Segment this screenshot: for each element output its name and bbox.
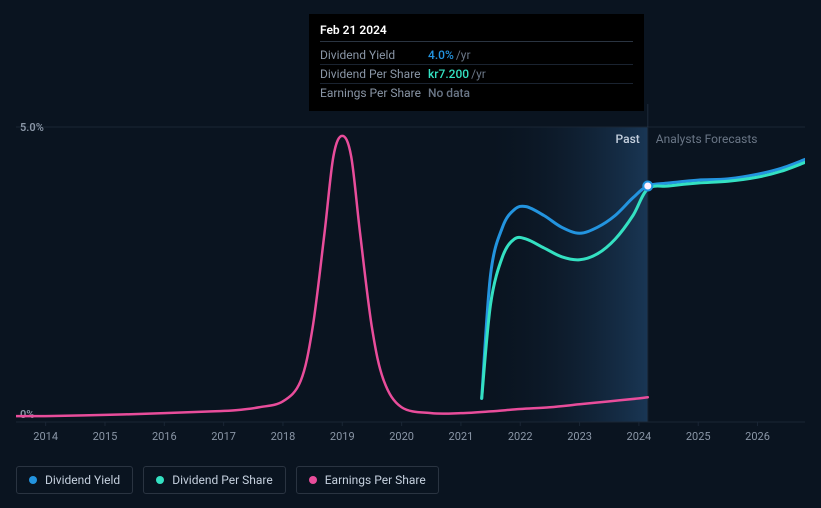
tooltip-row-label: Dividend Per Share <box>320 67 428 81</box>
tooltip-row: Earnings Per ShareNo data <box>320 84 633 102</box>
x-axis-label: 2020 <box>389 430 414 443</box>
x-axis-label: 2016 <box>152 430 177 443</box>
chart-legend: Dividend Yield Dividend Per Share Earnings… <box>16 466 439 494</box>
x-axis-label: 2018 <box>271 430 296 443</box>
y-axis-label: 0% <box>20 408 34 421</box>
tooltip-row-label: Earnings Per Share <box>320 86 428 100</box>
hover-point-icon <box>643 182 652 191</box>
legend-item-dividend-per-share[interactable]: Dividend Per Share <box>143 466 286 494</box>
x-axis-label: 2014 <box>33 430 58 443</box>
legend-item-earnings-per-share[interactable]: Earnings Per Share <box>296 466 439 494</box>
chart-tooltip: Feb 21 2024 Dividend Yield4.0% /yrDivide… <box>309 14 644 111</box>
tooltip-row-unit: /yr <box>471 67 486 81</box>
x-axis-label: 2023 <box>567 430 592 443</box>
past-region-label: Past <box>616 132 640 146</box>
legend-dot-icon <box>309 476 317 484</box>
tooltip-row-value: kr7.200 <box>428 67 469 81</box>
tooltip-row-label: Dividend Yield <box>320 48 428 62</box>
forecast-region-label: Analysts Forecasts <box>656 132 758 146</box>
legend-dot-icon <box>29 476 37 484</box>
x-axis-label: 2017 <box>211 430 236 443</box>
x-axis-label: 2015 <box>93 430 118 443</box>
legend-item-dividend-yield[interactable]: Dividend Yield <box>16 466 133 494</box>
legend-item-label: Dividend Per Share <box>172 473 273 487</box>
x-axis-label: 2024 <box>627 430 652 443</box>
tooltip-row-unit: /yr <box>456 48 471 62</box>
tooltip-row: Dividend Yield4.0% /yr <box>320 46 633 65</box>
x-axis-label: 2019 <box>330 430 355 443</box>
tooltip-row-value: No data <box>428 86 470 100</box>
legend-item-label: Earnings Per Share <box>325 473 426 487</box>
tooltip-row-value: 4.0% <box>428 48 454 62</box>
tooltip-date: Feb 21 2024 <box>320 23 633 42</box>
x-axis-label: 2026 <box>745 430 770 443</box>
x-axis-label: 2022 <box>508 430 533 443</box>
x-axis-label: 2021 <box>449 430 474 443</box>
dividend-chart[interactable]: 5.0% 0% 2014 2015 2016 2017 2018 2019 2020 2021 20… <box>16 104 805 444</box>
x-axis-label: 2025 <box>686 430 711 443</box>
y-axis-label: 5.0% <box>20 121 44 134</box>
legend-dot-icon <box>156 476 164 484</box>
tooltip-row: Dividend Per Sharekr7.200 /yr <box>320 65 633 84</box>
legend-item-label: Dividend Yield <box>45 473 120 487</box>
